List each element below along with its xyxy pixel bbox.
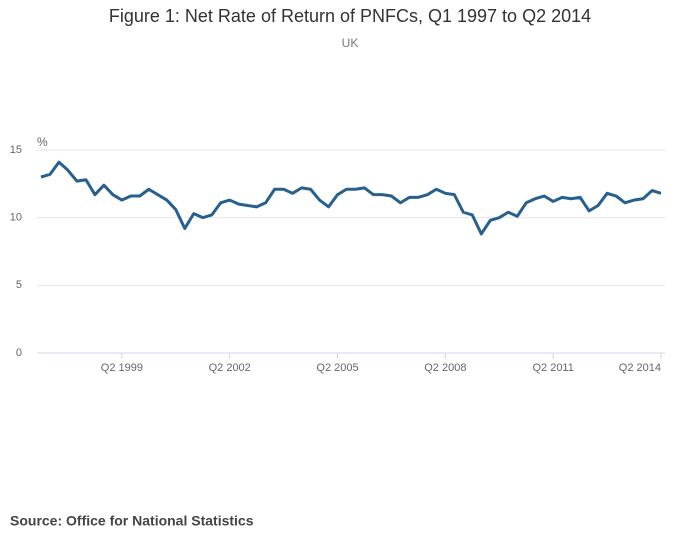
x-tick-label: Q2 2005 <box>316 362 358 374</box>
data-line <box>40 160 662 236</box>
x-tick-label: Q2 1999 <box>101 362 143 374</box>
x-tick-label: Q2 2008 <box>424 362 466 374</box>
source: Source: Office for National Statistics <box>10 513 254 529</box>
chart-title: Figure 1: Net Rate of Return of PNFCs, Q… <box>109 6 591 26</box>
y-tick-label: 10 <box>10 212 22 224</box>
y-tick-label: 0 <box>16 347 22 359</box>
y-axis-label: % <box>37 135 48 149</box>
x-tick-label: Q2 2002 <box>209 362 251 374</box>
chart-subtitle: UK <box>342 36 359 50</box>
y-tick-label: 15 <box>10 144 22 156</box>
y-tick-label: 5 <box>16 279 22 291</box>
x-tick-label: Q2 2011 <box>532 362 573 374</box>
x-tick-label: Q2 2014 <box>619 362 661 374</box>
